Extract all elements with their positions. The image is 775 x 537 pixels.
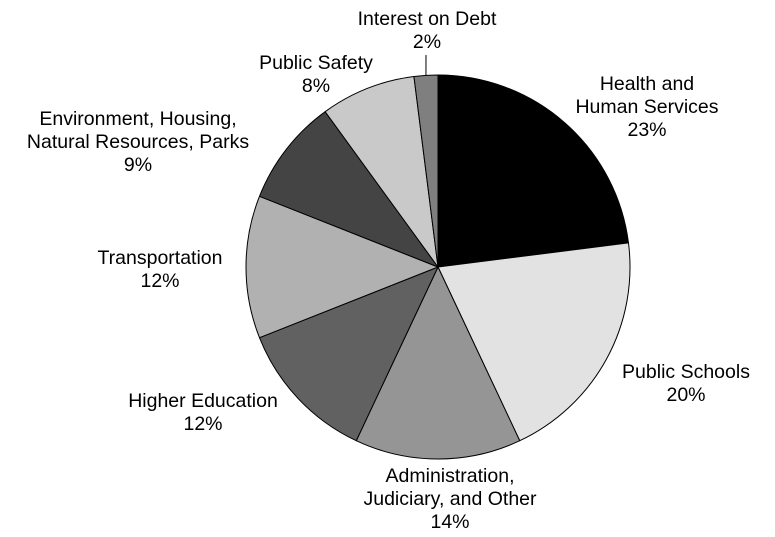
label-health-and-human-services: Health and Human Services 23% <box>575 73 718 141</box>
pie-slices <box>245 74 631 460</box>
percent-label: 8% <box>302 75 330 97</box>
category-label: Natural Resources, Parks <box>27 131 249 153</box>
slice-higher-education <box>258 266 439 442</box>
label-environment-housing-natural-resources-parks: Environment, Housing, Natural Resources, … <box>27 108 249 176</box>
percent-label: 2% <box>413 31 441 53</box>
percent-label: 23% <box>627 119 666 141</box>
category-label: Environment, Housing, <box>39 108 236 130</box>
percent-label: 12% <box>183 413 222 435</box>
label-higher-education: Higher Education 12% <box>128 390 278 435</box>
label-public-schools: Public Schools 20% <box>622 361 750 406</box>
slice-environment-housing-natural-resources-parks <box>258 111 439 268</box>
slice-public-schools <box>437 242 631 442</box>
category-label: Public Schools <box>622 361 750 383</box>
percent-label: 14% <box>430 511 469 533</box>
category-label: Transportation <box>97 247 222 269</box>
slice-labels: Health and Human Services 23% Public School… <box>27 8 750 533</box>
percent-label: 12% <box>140 270 179 292</box>
slice-administration-judiciary-and-other <box>355 266 521 460</box>
label-transportation: Transportation 12% <box>97 247 222 292</box>
slice-transportation <box>245 195 439 339</box>
percent-label: 20% <box>666 384 705 406</box>
slice-health-and-human-services <box>437 74 629 268</box>
slice-public-safety <box>324 76 439 268</box>
category-label: Higher Education <box>128 390 278 412</box>
category-label: Judiciary, and Other <box>363 488 537 510</box>
percent-label: 9% <box>124 154 152 176</box>
category-label: Administration, <box>386 465 515 487</box>
label-public-safety: Public Safety 8% <box>259 52 373 97</box>
category-label: Human Services <box>575 96 718 118</box>
category-label: Interest on Debt <box>358 8 497 30</box>
label-administration-judiciary-and-other: Administration, Judiciary, and Other 14% <box>363 465 537 533</box>
category-label: Public Safety <box>259 52 373 74</box>
category-label: Health and <box>600 73 694 95</box>
label-interest-on-debt: Interest on Debt 2% <box>358 8 497 53</box>
